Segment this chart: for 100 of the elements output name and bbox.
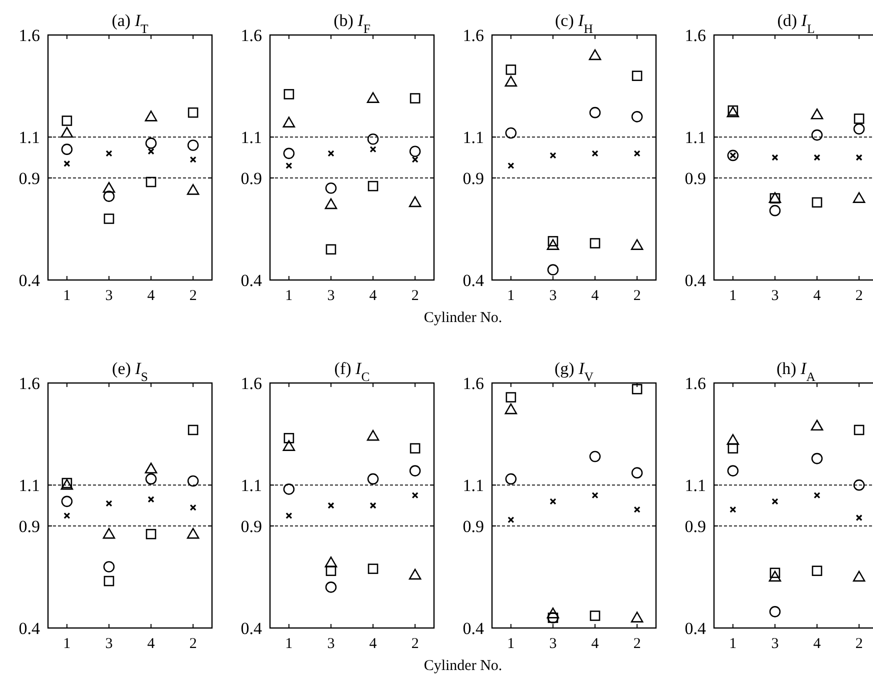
- point: [368, 180, 378, 192]
- point: [728, 443, 738, 454]
- point: [282, 116, 296, 128]
- point: [62, 116, 72, 126]
- point: [187, 140, 199, 151]
- chart-title: (d) I$_{L}$: [777, 11, 815, 36]
- point: [727, 150, 739, 162]
- point: [283, 148, 295, 160]
- point: [505, 473, 517, 485]
- y-tick-label: 1.6: [240, 374, 262, 393]
- point: [148, 496, 154, 503]
- point: [146, 176, 156, 188]
- x-tick-label: 2: [411, 288, 419, 304]
- y-tick-label: 0.9: [18, 168, 40, 188]
- x-axis-title: Cylinder No.: [424, 658, 502, 674]
- point: [186, 528, 200, 539]
- x-tick-label: 4: [591, 636, 600, 652]
- x-tick-label: 1: [63, 636, 71, 652]
- point: [64, 160, 70, 167]
- y-tick-label: 1.6: [18, 374, 40, 393]
- y-tick-label: 0.4: [462, 618, 484, 638]
- x-tick-label: 2: [855, 636, 863, 652]
- point: [145, 138, 157, 149]
- point: [856, 514, 862, 522]
- x-tick-label: 1: [729, 636, 737, 652]
- point: [64, 512, 70, 520]
- x-tick-label: 4: [813, 288, 822, 304]
- point: [145, 473, 157, 485]
- y-tick-label: 0.9: [462, 168, 484, 188]
- x-tick-label: 2: [633, 288, 641, 304]
- point: [410, 443, 420, 454]
- y-tick-label: 1.6: [684, 374, 706, 393]
- point: [370, 146, 376, 153]
- y-tick-label: 0.4: [462, 270, 484, 290]
- point: [508, 162, 514, 169]
- y-tick-label: 0.9: [18, 516, 40, 536]
- y-tick-label: 0.4: [684, 270, 706, 290]
- point: [286, 162, 292, 169]
- point: [768, 570, 782, 582]
- point: [506, 392, 516, 402]
- point: [852, 192, 866, 203]
- y-tick-label: 1.1: [684, 128, 706, 148]
- x-tick-label: 3: [771, 288, 779, 304]
- point: [506, 64, 516, 75]
- y-tick-label: 1.1: [462, 476, 484, 496]
- point: [148, 148, 154, 155]
- y-tick-label: 1.1: [240, 476, 262, 496]
- point: [412, 156, 418, 163]
- point: [190, 504, 196, 511]
- x-tick-label: 4: [369, 636, 378, 652]
- point: [634, 150, 640, 157]
- point: [286, 512, 292, 520]
- point: [186, 184, 200, 195]
- point: [187, 475, 199, 487]
- x-tick-label: 2: [855, 288, 863, 304]
- point: [772, 498, 778, 505]
- y-tick-label: 0.9: [462, 516, 484, 536]
- point: [410, 93, 420, 104]
- point: [61, 496, 73, 508]
- point: [550, 498, 556, 505]
- point: [60, 126, 74, 138]
- y-tick-label: 1.6: [462, 26, 484, 45]
- point: [370, 502, 376, 509]
- point: [106, 150, 112, 157]
- x-tick-label: 4: [147, 288, 156, 304]
- point: [854, 424, 864, 436]
- point: [548, 236, 558, 246]
- x-tick-label: 3: [327, 288, 335, 304]
- point: [810, 108, 824, 120]
- point: [325, 582, 337, 593]
- point: [634, 506, 640, 513]
- point: [546, 239, 560, 250]
- chart-title: (b) I$_{F}$: [334, 11, 370, 36]
- point: [326, 566, 336, 576]
- point: [104, 214, 114, 224]
- point: [630, 612, 644, 622]
- chart-title: (c) I$_{H}$: [554, 11, 594, 36]
- x-tick-label: 3: [105, 288, 113, 304]
- point: [106, 500, 112, 507]
- point: [188, 107, 198, 118]
- point: [366, 92, 380, 103]
- point: [631, 111, 643, 122]
- point: [409, 465, 421, 476]
- point: [812, 566, 822, 576]
- x-tick-label: 2: [189, 288, 197, 304]
- point: [814, 154, 820, 161]
- point: [325, 182, 337, 194]
- point: [504, 76, 518, 87]
- y-tick-label: 1.1: [684, 476, 706, 496]
- x-tick-label: 2: [411, 636, 419, 652]
- chart-title: (a) I$_{T}$: [112, 11, 148, 36]
- y-tick-label: 1.6: [18, 26, 40, 45]
- chart-title: (g) I$_{V}$: [554, 359, 594, 384]
- x-tick-label: 1: [285, 288, 293, 304]
- point: [550, 152, 556, 159]
- point: [632, 70, 642, 81]
- point: [283, 484, 295, 495]
- y-tick-label: 1.6: [462, 374, 484, 393]
- y-tick-label: 0.4: [18, 618, 40, 638]
- point: [326, 244, 336, 255]
